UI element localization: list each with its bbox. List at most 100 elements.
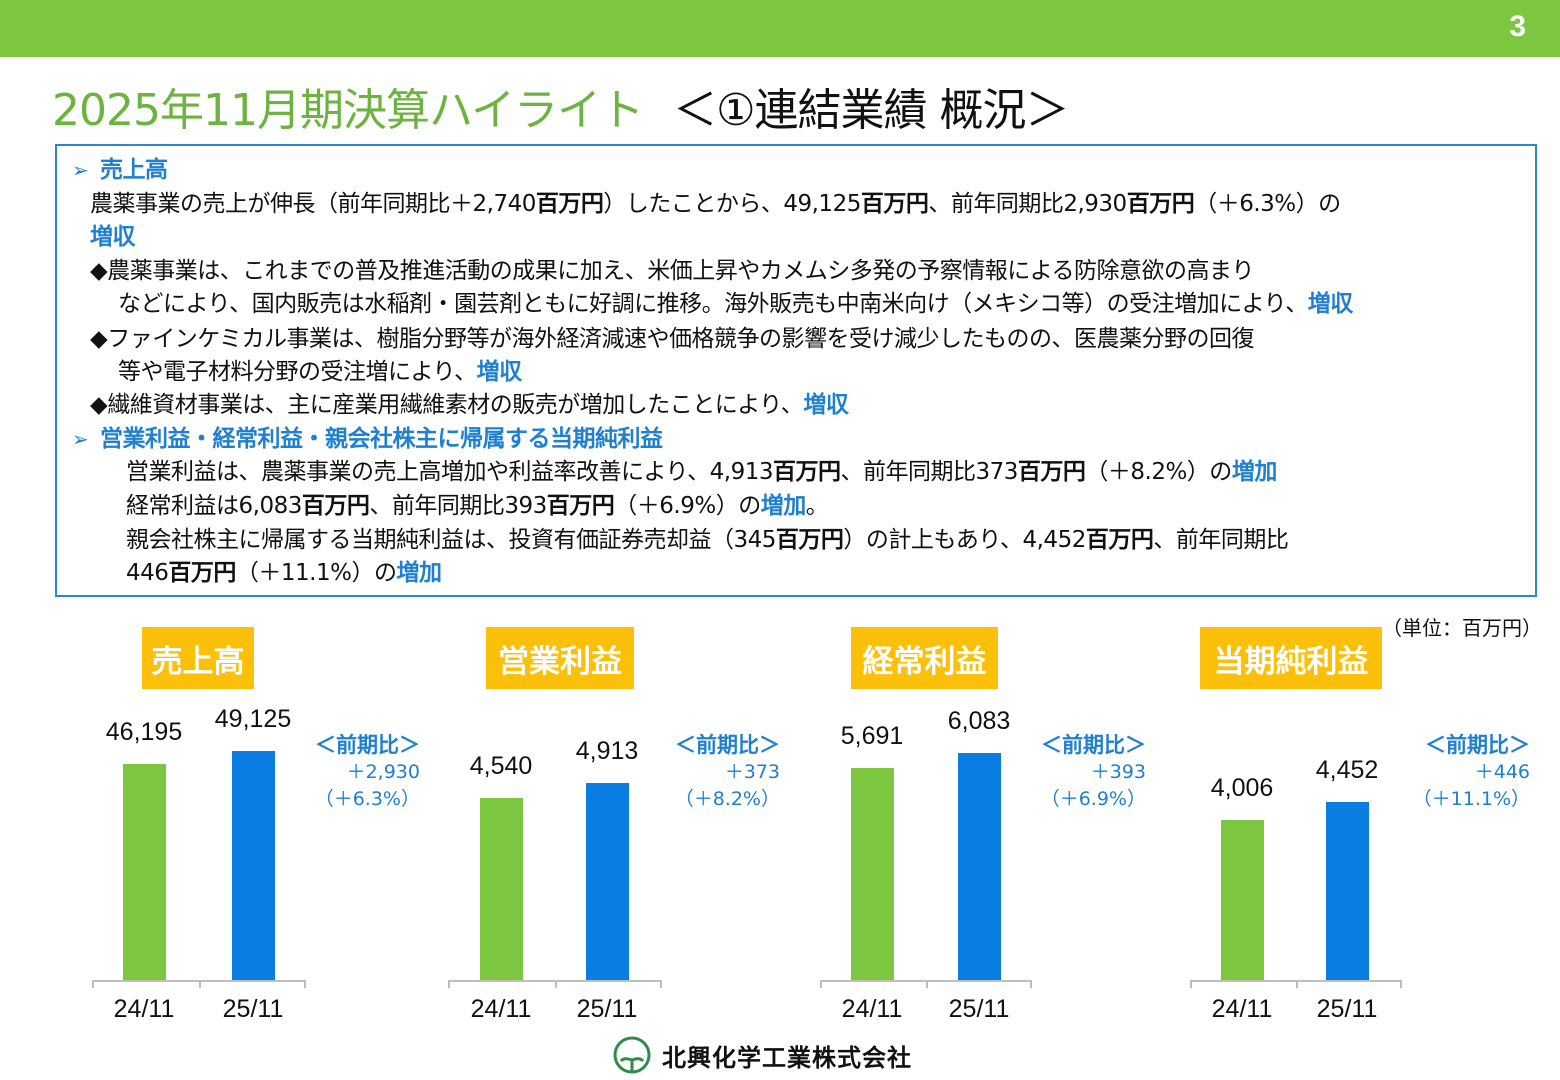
x-axis-tick [1190, 980, 1192, 988]
text-segment: 百万円 [860, 191, 929, 217]
footer-logo: 北興化学工業株式会社 [612, 1035, 912, 1075]
summary-line: ◆農薬事業は、これまでの普及推進活動の成果に加え、米価上昇やカメムシ多発の予察情… [90, 256, 1255, 286]
text-segment: 、前年同期比 [1153, 527, 1289, 553]
text-segment: （＋11.1%）の [235, 560, 397, 586]
text-segment: 百万円 [168, 560, 236, 586]
comparison-diff: ＋393 [1090, 761, 1146, 783]
x-axis-tick [926, 980, 928, 988]
summary-line: 親会社株主に帰属する当期純利益は、投資有価証券売却益（345百万円）の計上もあり… [126, 525, 1289, 555]
chart-title: 営業利益 [486, 627, 634, 689]
summary-line: 446百万円（＋11.1%）の増加 [126, 558, 442, 588]
text-segment: 百万円 [1085, 527, 1154, 553]
text-segment: 百万円 [546, 493, 615, 519]
summary-line: などにより、国内販売は水稲剤・園芸剤ともに好調に推移。海外販売も中南米向け（メキ… [118, 289, 1353, 319]
x-axis-tick [1400, 980, 1402, 988]
x-tick-label: 25/11 [576, 995, 638, 1023]
comparison-note: ＜前期比＞ ＋2,930 （＋6.3%） [250, 732, 420, 813]
x-axis-tick [820, 980, 822, 988]
text-segment: 百万円 [301, 493, 370, 519]
text-segment: （＋6.9%）の [614, 493, 761, 519]
x-axis-tick [304, 980, 306, 988]
chart-title: 売上高 [142, 627, 254, 689]
x-axis-tick [448, 980, 450, 988]
bar-current-year [958, 752, 1001, 980]
bar-prev-year [1221, 819, 1264, 980]
summary-line: 増収 [90, 222, 136, 252]
data-label: 4,540 [469, 752, 533, 781]
summary-line: ◆ファインケミカル事業は、樹脂分野等が海外経済減速や価格競争の影響を受け減少した… [90, 324, 1255, 354]
text-segment: 、前年同期比393 [369, 493, 547, 519]
top-banner [0, 0, 1560, 57]
text-segment: 百万円 [775, 527, 844, 553]
comparison-note: ＜前期比＞ ＋393 （＋6.9%） [976, 732, 1146, 813]
company-logo-icon [613, 1036, 651, 1074]
text-segment: 営業利益は、農薬事業の売上高増加や利益率改善により、4,913 [126, 459, 773, 485]
unit-label: （単位：百万円） [1382, 616, 1542, 640]
highlight-text: 増加 [760, 493, 807, 519]
summary-line: ➢ 営業利益・経常利益・親会社株主に帰属する当期純利益 [72, 424, 663, 454]
summary-line: 営業利益は、農薬事業の売上高増加や利益率改善により、4,913百万円、前年同期比… [126, 457, 1277, 487]
comparison-heading: ＜前期比＞ [315, 733, 420, 757]
text-segment: （＋6.3%）の [1194, 191, 1341, 217]
data-label: 4,452 [1315, 755, 1379, 784]
text-segment: などにより、国内販売は水稲剤・園芸剤ともに好調に推移。海外販売も中南米向け（メキ… [118, 291, 1308, 317]
data-label: 4,913 [575, 737, 639, 766]
bar-prev-year [480, 798, 523, 980]
chart-title: 当期純利益 [1200, 627, 1382, 689]
text-segment: 。 [805, 493, 829, 519]
highlight-text: 増収 [1307, 291, 1354, 317]
x-axis-tick [1296, 980, 1298, 988]
comparison-diff: ＋446 [1474, 761, 1530, 783]
highlight-text: 増収 [476, 359, 523, 385]
highlight-text: 増収 [90, 224, 136, 250]
data-label: 46,195 [105, 718, 183, 747]
comparison-heading: ＜前期比＞ [1425, 733, 1530, 757]
summary-box [55, 144, 1537, 597]
comparison-pct: （＋6.3%） [314, 788, 420, 810]
text-segment: ◆農薬事業は、これまでの普及推進活動の成果に加え、米価上昇やカメムシ多発の予察情… [90, 258, 1255, 284]
text-segment: 農薬事業の売上が伸長（前年同期比＋2,740 [90, 191, 536, 217]
title-main: 2025年11月期決算ハイライト [52, 85, 644, 136]
comparison-pct: （＋11.1%） [1412, 788, 1530, 810]
bullet-arrow-icon: ➢ [72, 427, 100, 451]
text-segment: （＋8.2%）の [1085, 459, 1232, 485]
highlight-text: 増加 [1231, 459, 1278, 485]
bar-current-year [586, 783, 629, 980]
data-label: 49,125 [214, 704, 292, 733]
text-segment: ）したことから、49,125 [603, 191, 861, 217]
x-tick-label: 25/11 [222, 995, 284, 1023]
comparison-pct: （＋8.2%） [674, 788, 780, 810]
x-axis-tick [92, 980, 94, 988]
data-label: 4,006 [1210, 773, 1274, 802]
x-tick-label: 24/11 [113, 995, 175, 1023]
comparison-heading: ＜前期比＞ [675, 733, 780, 757]
comparison-diff: ＋373 [724, 761, 780, 783]
bar-prev-year [123, 764, 166, 980]
x-axis-tick [199, 980, 201, 988]
x-tick-label: 24/11 [470, 995, 532, 1023]
x-axis-tick [555, 980, 557, 988]
x-tick-label: 24/11 [1211, 995, 1273, 1023]
bar-prev-year [851, 767, 894, 980]
highlight-text: 営業利益・経常利益・親会社株主に帰属する当期純利益 [99, 426, 663, 452]
chart-title: 経常利益 [851, 627, 998, 689]
x-axis-tick [660, 980, 662, 988]
text-segment: 親会社株主に帰属する当期純利益は、投資有価証券売却益（345 [126, 527, 776, 553]
comparison-diff: ＋2,930 [346, 761, 420, 783]
page-number: 3 [1509, 10, 1526, 43]
text-segment: 百万円 [1017, 459, 1086, 485]
bar-current-year [232, 750, 275, 980]
text-segment: 等や電子材料分野の受注増により、 [118, 359, 477, 385]
x-axis-tick [1030, 980, 1032, 988]
summary-line: 等や電子材料分野の受注増により、増収 [118, 357, 522, 387]
text-segment: 経常利益は6,083 [126, 493, 302, 519]
text-segment: ◆ファインケミカル事業は、樹脂分野等が海外経済減速や価格競争の影響を受け減少した… [90, 326, 1255, 352]
highlight-text: 売上高 [99, 157, 168, 183]
x-tick-label: 25/11 [948, 995, 1010, 1023]
comparison-note: ＜前期比＞ ＋446 （＋11.1%） [1360, 732, 1530, 813]
text-segment: 百万円 [1126, 191, 1195, 217]
data-label: 5,691 [840, 721, 904, 750]
summary-line: 農薬事業の売上が伸長（前年同期比＋2,740百万円）したことから、49,125百… [90, 189, 1341, 219]
comparison-note: ＜前期比＞ ＋373 （＋8.2%） [610, 732, 780, 813]
summary-line: ◆繊維資材事業は、主に産業用繊維素材の販売が増加したことにより、増収 [90, 390, 849, 420]
